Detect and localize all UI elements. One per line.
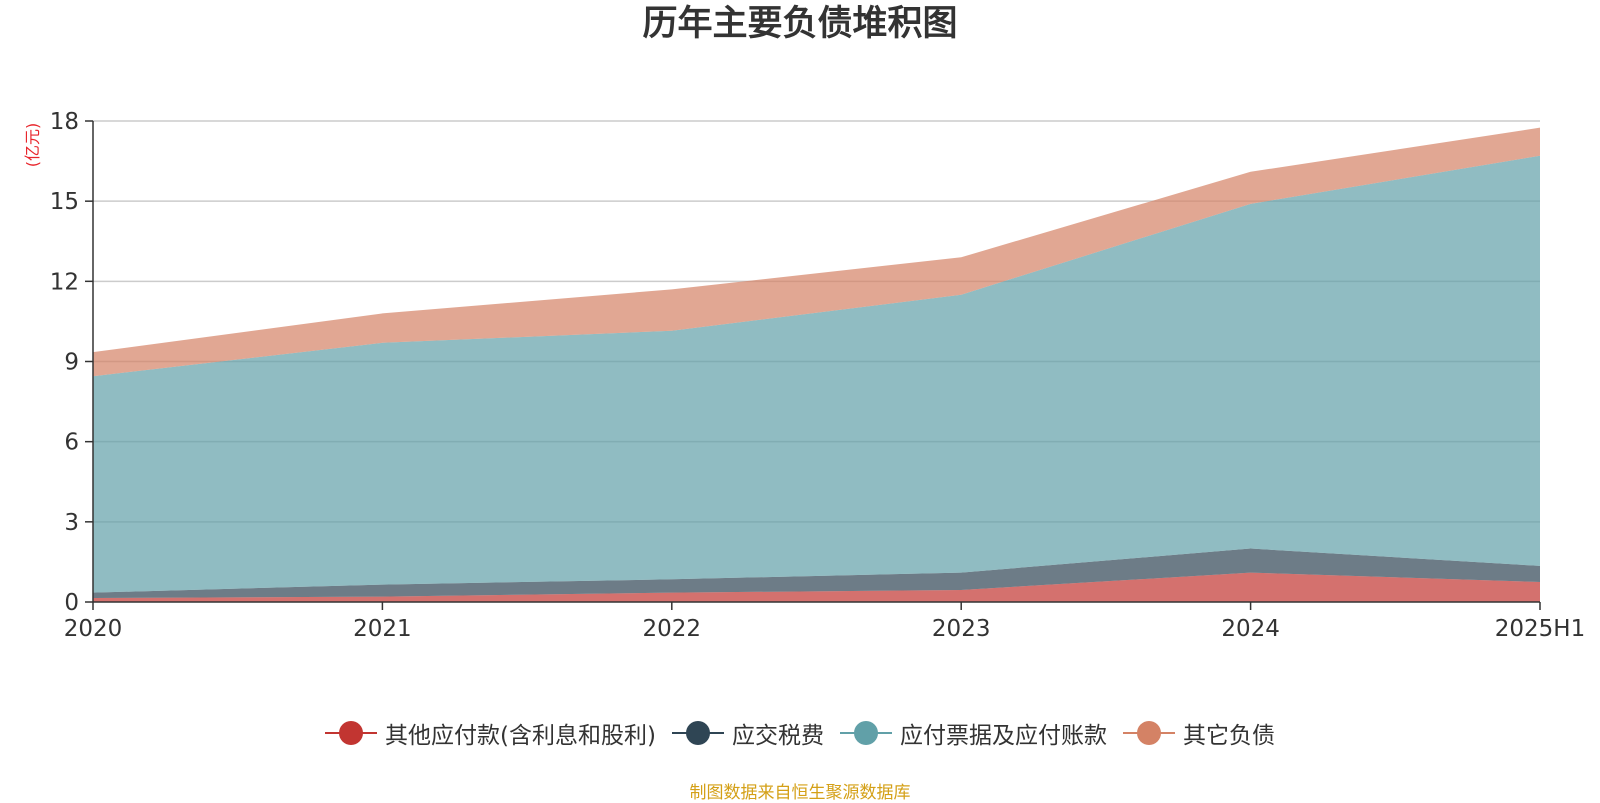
- legend-dot: [1136, 721, 1161, 745]
- x-tick-label: 2022: [643, 616, 702, 642]
- legend-dot: [339, 721, 364, 745]
- legend-marker-other-liabilities: [1122, 720, 1175, 746]
- x-tick-label: 2021: [353, 616, 412, 642]
- legend-marker-taxes-payable: [671, 720, 724, 746]
- y-tick-label: 18: [50, 109, 79, 135]
- legend-marker-other-payables: [325, 720, 378, 746]
- tick-labels: 0 3 6 9 12 15 18 2020 2021 2022 2023 2024 2025H1: [50, 109, 1586, 642]
- legend-label-other-payables: 其他应付款(含利息和股利): [385, 723, 656, 749]
- area-series-1: [93, 548, 1540, 598]
- legend-item-other-liabilities[interactable]: 其它负债: [1122, 716, 1275, 750]
- y-tick-label: 12: [50, 269, 79, 295]
- area-series-3: [93, 127, 1540, 377]
- area-series: [93, 127, 1540, 602]
- stacked-area-chart: 0 3 6 9 12 15 18 2020 2021 2022 2023 2024 2025H1: [50, 109, 1586, 642]
- legend-marker-notes-accounts-payable: [839, 720, 892, 746]
- legend-dot: [685, 721, 710, 745]
- legend-item-other-payables[interactable]: 其他应付款(含利息和股利): [325, 716, 656, 750]
- legend: 其他应付款(含利息和股利) 应交税费 应付票据及应付账款 其它负债: [0, 716, 1600, 750]
- data-source-note: 制图数据来自恒生聚源数据库: [689, 783, 911, 803]
- x-tick-label: 2025H1: [1495, 616, 1585, 642]
- x-tick-label: 2020: [64, 616, 123, 642]
- area-series-2: [93, 155, 1540, 593]
- chart-title: 历年主要负债堆积图: [642, 4, 958, 44]
- legend-item-taxes-payable[interactable]: 应交税费: [671, 716, 824, 750]
- y-tick-label: 0: [64, 590, 79, 616]
- legend-item-notes-accounts-payable[interactable]: 应付票据及应付账款: [839, 716, 1107, 750]
- y-tick-label: 3: [64, 510, 79, 536]
- y-tick-label: 15: [50, 189, 79, 215]
- area-series-0: [93, 572, 1540, 602]
- x-tick-label: 2023: [932, 616, 991, 642]
- legend-dot: [853, 721, 878, 745]
- axes: [85, 120, 1541, 610]
- y-tick-label: 6: [64, 430, 79, 456]
- legend-label-other-liabilities: 其它负债: [1182, 723, 1275, 749]
- legend-label-taxes-payable: 应交税费: [731, 723, 824, 749]
- x-tick-label: 2024: [1221, 616, 1280, 642]
- legend-label-notes-accounts-payable: 应付票据及应付账款: [899, 723, 1107, 749]
- y-tick-label: 9: [64, 350, 79, 376]
